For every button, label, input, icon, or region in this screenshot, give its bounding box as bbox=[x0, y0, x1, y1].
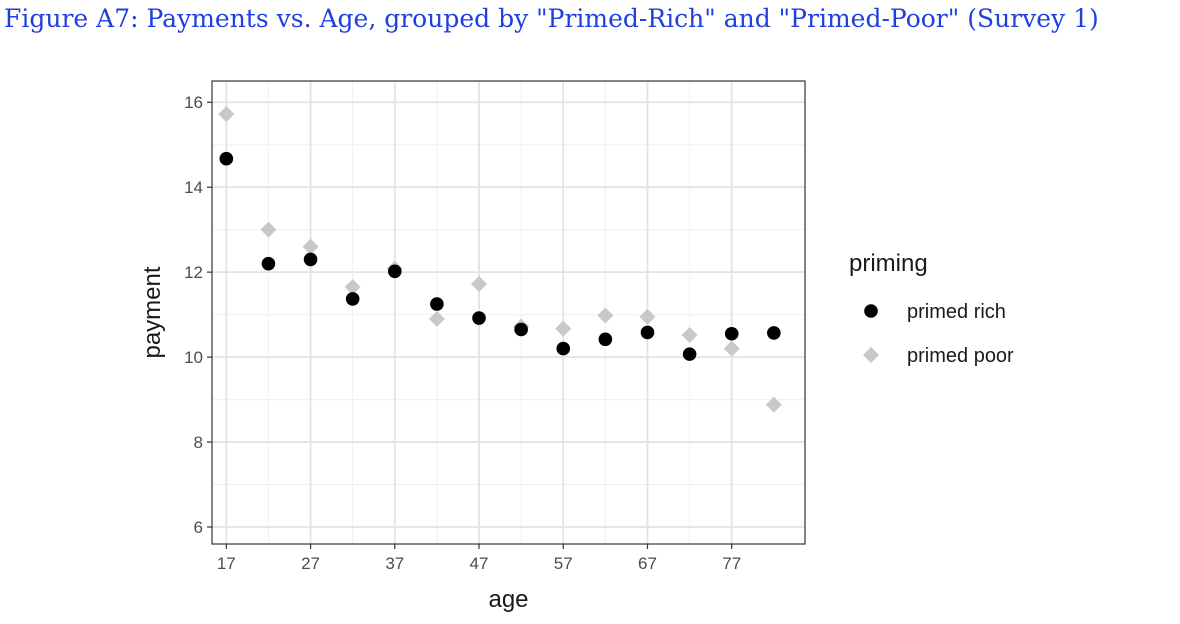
data-point-primed-poor bbox=[597, 307, 614, 324]
data-point-primed-rich bbox=[303, 252, 318, 267]
legend-label-primed-rich: primed rich bbox=[907, 301, 1006, 323]
y-tick-label: 14 bbox=[184, 178, 203, 197]
y-tick-label: 10 bbox=[184, 348, 203, 367]
data-point-primed-rich bbox=[219, 151, 234, 166]
plot-panel-border bbox=[211, 80, 806, 545]
data-point-primed-rich bbox=[345, 292, 360, 306]
x-tick-label: 17 bbox=[217, 554, 236, 573]
data-point-primed-rich bbox=[556, 341, 571, 356]
data-point-primed-rich bbox=[472, 311, 486, 325]
legend: priming primed rich primed poor bbox=[849, 250, 1014, 367]
x-tick-label: 27 bbox=[301, 554, 320, 573]
data-point-primed-poor bbox=[428, 310, 445, 327]
data-point-primed-rich bbox=[598, 332, 613, 347]
x-tick-label: 67 bbox=[638, 554, 657, 573]
y-tick-label: 16 bbox=[184, 93, 203, 112]
data-point-primed-rich bbox=[387, 264, 402, 279]
data-points bbox=[218, 106, 782, 413]
y-tick-label: 8 bbox=[194, 433, 203, 452]
data-point-primed-rich bbox=[514, 322, 528, 337]
data-point-primed-poor bbox=[639, 308, 656, 325]
figure-caption: Figure A7: Payments vs. Age, grouped by … bbox=[4, 4, 1099, 33]
legend-key-primed-rich bbox=[864, 304, 878, 318]
data-point-primed-rich bbox=[261, 256, 276, 271]
data-point-primed-poor bbox=[681, 327, 698, 344]
data-point-primed-poor bbox=[218, 106, 235, 123]
legend-title: priming bbox=[849, 250, 928, 277]
legend-key-primed-poor bbox=[863, 347, 879, 363]
x-axis-title: age bbox=[488, 586, 528, 613]
data-point-primed-poor bbox=[723, 340, 740, 357]
x-tick-label: 47 bbox=[470, 554, 489, 573]
data-point-primed-rich bbox=[640, 325, 655, 340]
x-tick-label: 77 bbox=[722, 554, 741, 573]
data-point-primed-poor bbox=[765, 396, 782, 413]
data-point-primed-rich bbox=[430, 297, 444, 311]
x-tick-label: 57 bbox=[554, 554, 573, 573]
y-tick-label: 6 bbox=[194, 518, 203, 537]
axis-ticks: 17 27 37 47 57 67 77 6 8 10 12 14 16 bbox=[184, 93, 741, 573]
grid-lines bbox=[212, 81, 805, 544]
data-point-primed-rich bbox=[767, 326, 781, 340]
data-point-primed-poor bbox=[302, 238, 319, 255]
x-tick-label: 37 bbox=[385, 554, 404, 573]
y-tick-label: 12 bbox=[184, 263, 203, 282]
data-point-primed-poor bbox=[471, 276, 488, 293]
legend-label-primed-poor: primed poor bbox=[907, 345, 1014, 367]
data-point-primed-poor bbox=[260, 221, 277, 238]
data-point-primed-rich bbox=[682, 347, 697, 361]
data-point-primed-poor bbox=[555, 320, 572, 337]
data-point-primed-poor bbox=[344, 279, 361, 296]
data-point-primed-rich bbox=[724, 326, 739, 341]
y-axis-title: payment bbox=[139, 266, 166, 358]
